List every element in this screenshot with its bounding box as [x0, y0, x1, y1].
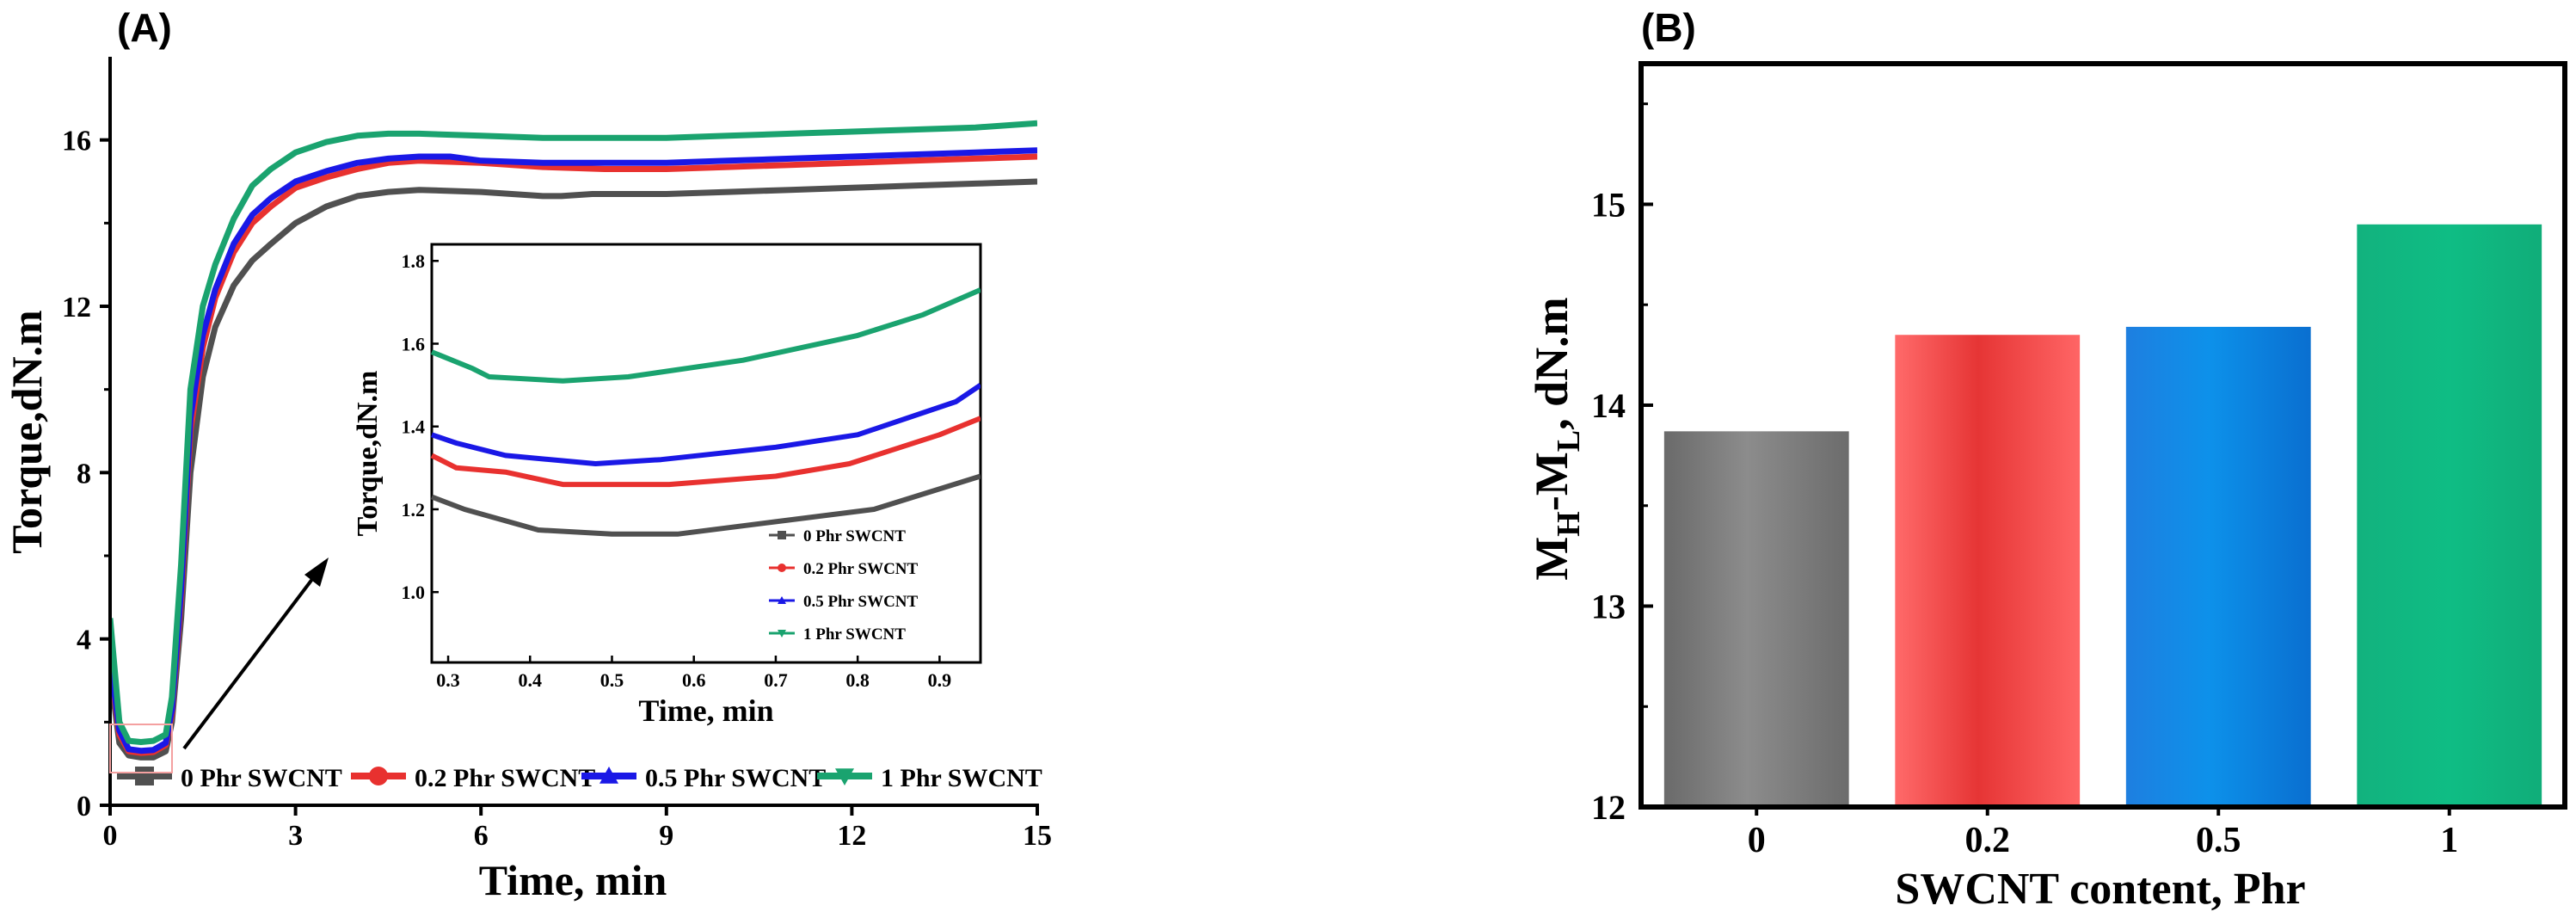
inset-pointer-arrow [182, 570, 320, 750]
b-y-tick-label: 14 [1591, 386, 1626, 425]
inset-legend-marker-3 [778, 630, 786, 638]
inset-legend-marker-1 [778, 564, 786, 572]
x-tick-label: 3 [288, 820, 303, 852]
series-line-0 [108, 178, 1037, 761]
x-tick-label: 0 [103, 820, 118, 852]
b-x-tick-label: 0.2 [1965, 821, 2011, 860]
inset-y-tick-label: 1.0 [402, 582, 426, 603]
x-tick-label: 9 [659, 820, 673, 852]
b-x-tick-label: 1 [2440, 821, 2458, 860]
inset-series-line-0 [430, 473, 981, 537]
inset-legend-marker-0 [778, 531, 786, 539]
ylabel-dash: -M [1526, 452, 1577, 511]
y-tick-label: 4 [77, 625, 91, 656]
y-tick-label: 0 [77, 791, 91, 822]
panel-a-y-axis-title: Torque,dN.m [3, 310, 51, 553]
panel-b-label: (B) [1641, 5, 1696, 50]
legend-marker-2 [599, 767, 618, 784]
legend-label-0: 0 Phr SWCNT [181, 764, 342, 792]
panel-a-label: (A) [117, 5, 172, 50]
inset-series-line-2 [431, 383, 981, 466]
legend-label-2: 0.5 Phr SWCNT [645, 764, 826, 792]
b-y-tick-label: 12 [1591, 788, 1626, 827]
ylabel-m: M [1526, 537, 1577, 581]
panel-b-x-axis-title: SWCNT content, Phr [1895, 865, 2305, 914]
inset-x-tick-label: 0.6 [682, 669, 706, 691]
inset-pointer-arrowhead [304, 557, 329, 587]
inset-legend-label-0: 0 Phr SWCNT [803, 527, 906, 545]
bar-2 [2125, 326, 2311, 807]
inset-x-axis-title: Time, min [638, 693, 773, 728]
panel-a-torque-chart: (A) 0 Phr SWCNT 0.2 Phr SWCNT 0.5 Phr SWCN… [3, 5, 1052, 904]
inset-series-group [430, 287, 981, 537]
zoom-region-box [109, 724, 173, 773]
x-tick-label: 15 [1023, 820, 1052, 852]
ylabel-tail: , dN.m [1526, 297, 1577, 430]
y-tick-label: 8 [77, 458, 91, 490]
inset-y-tick-label: 1.2 [402, 499, 426, 521]
bar-0 [1663, 431, 1849, 807]
legend-label-3: 1 Phr SWCNT [881, 764, 1042, 792]
ylabel-sub-h: H [1551, 511, 1587, 537]
y-tick-label: 16 [62, 126, 91, 157]
x-tick-label: 12 [837, 820, 866, 852]
legend-marker-3 [835, 768, 854, 785]
inset-x-tick-label: 0.3 [436, 669, 460, 691]
panel-a-x-axis-title: Time, min [479, 856, 667, 904]
inset-x-tick-label: 0.7 [764, 669, 788, 691]
b-y-tick-label: 13 [1591, 587, 1626, 625]
panel-b-y-axis-title: MH-ML, dN.m [1526, 297, 1587, 580]
inset-x-tick-label: 0.8 [845, 669, 870, 691]
inset-y-axis-title: Torque,dN.m [352, 371, 384, 537]
legend-marker-1 [369, 767, 388, 785]
b-y-tick-label: 15 [1591, 185, 1626, 224]
inset-x-tick-label: 0.4 [519, 669, 543, 691]
inset-series-line-1 [430, 416, 981, 488]
inset-y-tick-label: 1.4 [402, 416, 426, 438]
series-line-2 [108, 147, 1037, 755]
inset-series-line-3 [430, 287, 981, 384]
inset-x-tick-label: 0.5 [600, 669, 624, 691]
inset-legend-label-1: 0.2 Phr SWCNT [803, 560, 919, 578]
ylabel-sub-l: L [1551, 430, 1587, 452]
b-x-tick-label: 0.5 [2196, 821, 2241, 860]
inset-legend-label-2: 0.5 Phr SWCNT [803, 593, 919, 611]
inset-y-tick-label: 1.6 [402, 333, 426, 354]
bar-1 [1895, 335, 2081, 807]
inset-legend-marker-2 [778, 596, 786, 604]
inset-y-tick-label: 1.8 [402, 250, 426, 272]
panel-b-frame [1638, 61, 2567, 810]
inset-legend-label-3: 1 Phr SWCNT [803, 625, 906, 644]
inset-x-tick-label: 0.9 [928, 669, 952, 691]
legend-label-1: 0.2 Phr SWCNT [415, 764, 595, 792]
x-tick-label: 6 [474, 820, 489, 852]
y-tick-label: 12 [62, 292, 91, 323]
b-x-tick-label: 0 [1748, 821, 1766, 860]
legend-marker-0 [135, 767, 154, 785]
series-line-3 [108, 120, 1037, 745]
bar-3 [2357, 224, 2542, 808]
